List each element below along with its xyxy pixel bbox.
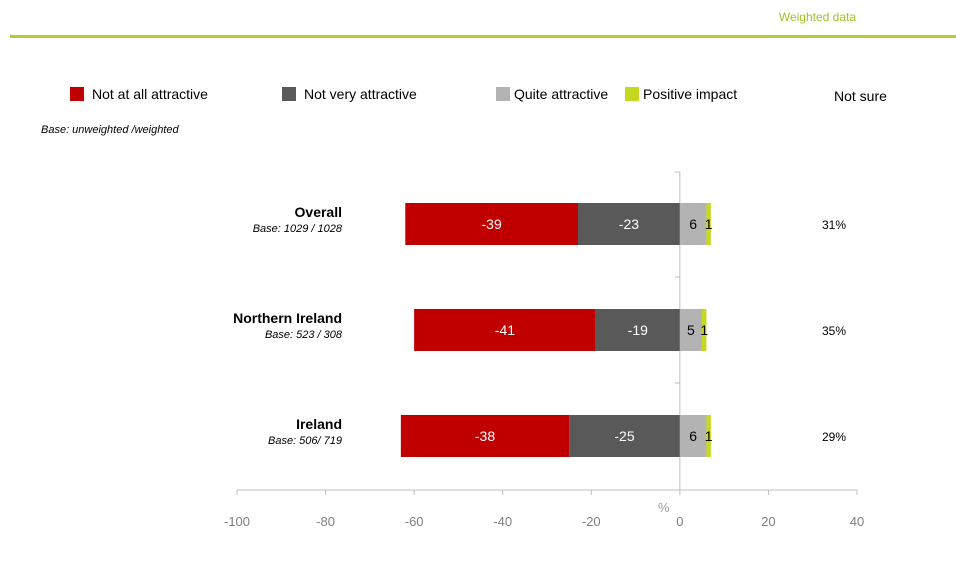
legend-label-not-sure: Not sure	[834, 88, 887, 104]
legend-swatch-not-at-all-attractive	[70, 87, 84, 101]
data-label-positive-impact: 1	[705, 216, 713, 232]
x-tick-label: 0	[676, 514, 683, 529]
bar-positive-impact	[706, 415, 711, 457]
category-base-label: Base: 506/ 719	[268, 435, 342, 447]
x-tick-label: -60	[405, 514, 424, 529]
data-label-quite-attractive: 6	[689, 428, 697, 444]
category-label-overall: Overall	[295, 204, 342, 220]
x-tick-label: -100	[224, 514, 250, 529]
legend-swatch-positive-impact	[625, 87, 639, 101]
x-tick-label: -40	[493, 514, 512, 529]
legend-label-positive-impact: Positive impact	[643, 86, 738, 102]
bar-quite-attractive	[679, 203, 707, 245]
data-label-not-very-attractive: -23	[619, 216, 639, 232]
legend-label-quite-attractive: Quite attractive	[514, 86, 609, 102]
data-label-not-at-all-attractive: -38	[475, 428, 495, 444]
data-label-not-very-attractive: -25	[614, 428, 634, 444]
chart-legend: Not at all attractive Not very attractiv…	[0, 86, 956, 110]
bar-not-very-attractive	[569, 415, 680, 457]
weighted-data-label: Weighted data	[778, 10, 856, 24]
legend-item-not-sure: Not sure	[834, 88, 887, 104]
bar-positive-impact	[702, 309, 707, 351]
not-sure-value: 29%	[822, 430, 846, 444]
x-tick-label: 40	[850, 514, 864, 529]
not-sure-value: 35%	[822, 324, 846, 338]
bar-not-very-attractive	[595, 309, 680, 351]
bar-not-very-attractive	[578, 203, 680, 245]
category-label-northern-ireland: Northern Ireland	[233, 310, 342, 326]
category-label-ireland: Ireland	[296, 416, 342, 432]
x-tick-label: -20	[582, 514, 601, 529]
bar-quite-attractive	[679, 415, 707, 457]
category-base-label: Base: 523 / 308	[265, 329, 343, 341]
x-tick-label: -80	[316, 514, 335, 529]
data-label-positive-impact: 1	[705, 428, 713, 444]
bar-positive-impact	[706, 203, 711, 245]
legend-item-positive-impact: Positive impact	[625, 86, 737, 102]
legend-swatch-quite-attractive	[496, 87, 510, 101]
legend-label-not-at-all-attractive: Not at all attractive	[92, 86, 208, 102]
axis-unit-label: %	[658, 500, 670, 515]
not-sure-value: 31%	[822, 218, 846, 232]
header-divider	[10, 35, 956, 38]
data-label-quite-attractive: 5	[687, 322, 695, 338]
legend-label-not-very-attractive: Not very attractive	[304, 86, 417, 102]
legend-item-not-at-all-attractive: Not at all attractive	[70, 86, 208, 102]
data-label-positive-impact: 1	[700, 322, 708, 338]
base-note: Base: unweighted /weighted	[41, 124, 179, 136]
category-base-label: Base: 1029 / 1028	[253, 223, 343, 235]
bar-quite-attractive	[679, 309, 702, 351]
bar-not-at-all-attractive	[400, 415, 570, 457]
bar-not-at-all-attractive	[414, 309, 596, 351]
x-tick-label: 20	[761, 514, 775, 529]
bar-not-at-all-attractive	[405, 203, 578, 245]
data-label-not-at-all-attractive: -41	[495, 322, 515, 338]
data-label-not-very-attractive: -19	[628, 322, 648, 338]
legend-item-quite-attractive: Quite attractive	[496, 86, 608, 102]
data-label-quite-attractive: 6	[689, 216, 697, 232]
legend-item-not-very-attractive: Not very attractive	[282, 86, 417, 102]
legend-swatch-not-very-attractive	[282, 87, 296, 101]
data-label-not-at-all-attractive: -39	[482, 216, 502, 232]
